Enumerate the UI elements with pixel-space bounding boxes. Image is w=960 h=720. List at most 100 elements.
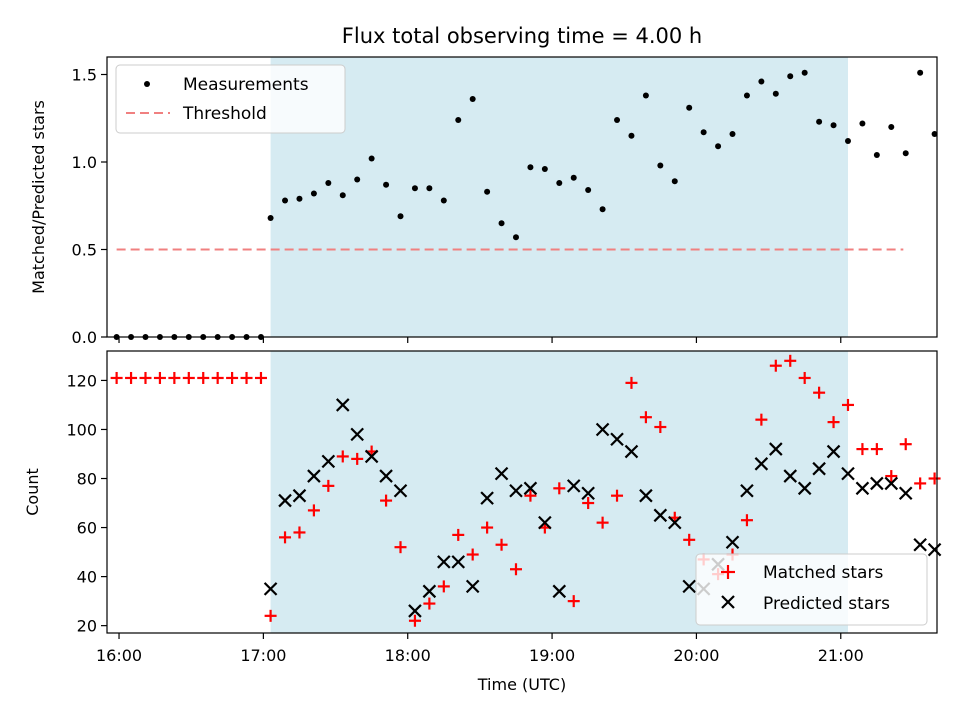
predicted-star-point <box>422 584 437 599</box>
measurement-point <box>787 73 794 80</box>
measurement-point <box>541 166 548 172</box>
bottom-x-ticks: 16:00 17:00 18:00 19:00 20:00 21:00 <box>96 633 864 665</box>
measurement-point <box>758 78 765 85</box>
x-tick-label: 18:00 <box>385 646 431 665</box>
matched-star-point <box>211 371 224 384</box>
measurement-point <box>772 90 779 97</box>
bottom-y-tick-label: 40 <box>77 568 97 587</box>
legend-predicted-marker <box>721 595 735 609</box>
measurement-point <box>686 104 693 111</box>
predicted-star-point <box>826 444 841 459</box>
matched-star-point <box>495 538 508 551</box>
matched-star-point <box>380 494 393 507</box>
predicted-star-point <box>725 535 740 550</box>
legend-matched-label: Matched stars <box>763 563 883 583</box>
matched-star-point <box>625 376 638 389</box>
bottom-y-ticks: 20 40 60 80 100 120 <box>66 371 107 636</box>
matched-star-point <box>856 443 869 456</box>
matched-star-point <box>798 371 811 384</box>
predicted-star-point <box>682 579 696 594</box>
predicted-star-point <box>278 493 292 508</box>
measurement-point <box>715 143 722 150</box>
predicted-star-point <box>379 469 393 483</box>
predicted-star-point <box>595 422 610 437</box>
predicted-star-point <box>884 476 899 491</box>
bottom-y-axis-label: Count <box>23 468 42 516</box>
matched-star-point <box>197 371 210 384</box>
top-y-axis-label: Matched/Predicted stars <box>29 100 48 294</box>
top-y-tick-label: 1.0 <box>72 153 97 172</box>
legend-threshold-label: Threshold <box>182 104 267 124</box>
measurement-point <box>628 132 635 139</box>
measurement-point <box>570 174 577 181</box>
matched-star-point <box>423 597 436 610</box>
predicted-star-point <box>538 515 552 530</box>
measurement-point <box>743 92 750 99</box>
matched-star-point <box>596 516 609 529</box>
measurement-point <box>859 120 866 127</box>
measurement-point <box>339 192 346 199</box>
bottom-legend: Matched stars Predicted stars <box>695 553 928 626</box>
measurement-point <box>556 180 563 186</box>
predicted-star-point <box>566 479 581 493</box>
measurement-point <box>310 190 317 197</box>
measurement-point <box>614 117 621 123</box>
matched-star-point <box>139 371 152 384</box>
matched-star-point <box>307 504 320 517</box>
measurement-point <box>296 195 303 202</box>
matched-star-point <box>437 580 450 593</box>
predicted-star-point <box>364 449 379 464</box>
matched-star-point <box>254 371 267 384</box>
x-tick-label: 16:00 <box>96 646 142 665</box>
matched-star-point <box>914 477 927 490</box>
predicted-star-point <box>292 488 307 503</box>
matched-star-point <box>466 548 479 561</box>
predicted-star-point <box>509 483 523 498</box>
legend-measurements-label: Measurements <box>183 75 309 95</box>
matched-star-point <box>784 354 797 367</box>
measurement-point <box>931 131 938 137</box>
bottom-points-group <box>110 354 942 627</box>
top-shaded-span <box>270 57 848 337</box>
matched-star-point <box>885 470 898 483</box>
measurement-point <box>599 206 606 213</box>
predicted-star-point <box>393 483 408 498</box>
matched-star-point <box>899 438 912 451</box>
bottom-y-tick-label: 80 <box>77 470 97 489</box>
legend-measurements-marker <box>144 81 150 87</box>
bottom-y-tick-label: 100 <box>66 420 97 439</box>
measurement-point <box>642 92 649 99</box>
top-legend: Measurements Threshold <box>115 64 346 134</box>
measurement-point <box>888 124 895 130</box>
matched-star-point <box>336 450 349 463</box>
predicted-star-point <box>754 457 769 471</box>
chart-title: Flux total observing time = 4.00 h <box>342 24 702 48</box>
predicted-star-point <box>480 491 494 505</box>
matched-star-point <box>394 541 407 554</box>
matched-star-point <box>226 371 239 384</box>
matched-star-point <box>322 479 335 492</box>
measurement-point <box>411 185 418 192</box>
x-axis-label: Time (UTC) <box>477 675 566 694</box>
measurement-point <box>325 180 332 186</box>
matched-star-point <box>264 609 277 622</box>
measurement-point <box>873 152 880 158</box>
predicted-star-point <box>870 476 884 491</box>
measurement-point <box>469 96 476 102</box>
bottom-y-tick-label: 120 <box>66 371 97 390</box>
measurement-point <box>455 117 462 123</box>
measurement-point <box>498 220 505 227</box>
top-legend-box <box>115 64 346 134</box>
matched-star-point <box>168 371 181 384</box>
predicted-star-point <box>653 508 668 523</box>
predicted-star-point <box>437 555 451 569</box>
measurement-point <box>657 162 664 169</box>
measurement-point <box>830 122 837 129</box>
measurement-point <box>801 69 808 76</box>
bottom-panel: 20 40 60 80 100 120 16:00 17:00 18:00 19:00 20:00… <box>23 350 942 694</box>
predicted-star-point <box>494 466 509 481</box>
matched-star-point <box>293 526 306 539</box>
top-y-tick-label: 1.5 <box>72 66 97 85</box>
predicted-star-point <box>667 515 682 530</box>
matched-star-point <box>553 482 566 495</box>
